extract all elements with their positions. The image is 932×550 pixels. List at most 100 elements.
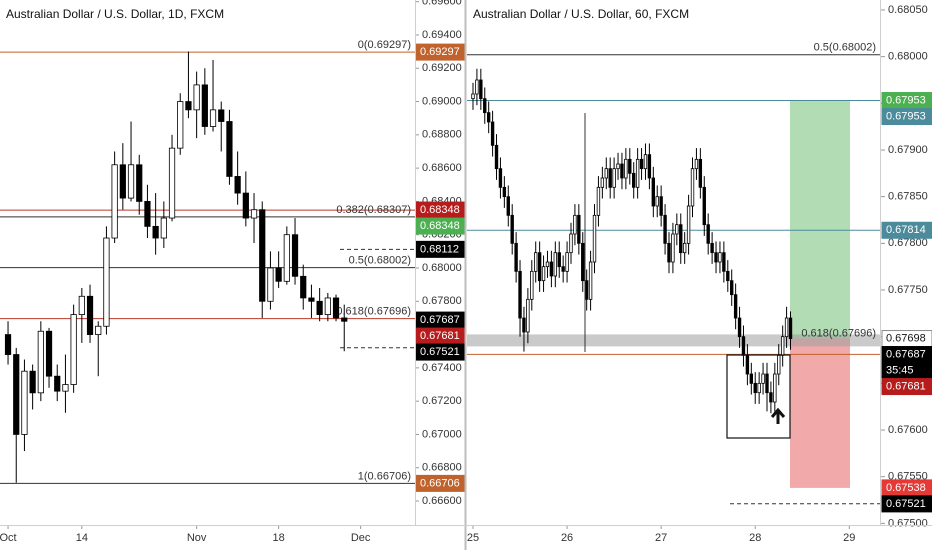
y-tick-label: 0.67400: [422, 362, 462, 374]
candle-body: [136, 164, 143, 202]
y-tick-label: 0.69000: [422, 95, 462, 107]
x-tick-label: 29: [843, 532, 855, 544]
level-label: 0.618(0.67696): [336, 305, 411, 317]
price-tag-label: 0.68348: [420, 220, 460, 232]
candle-body: [37, 330, 44, 394]
candle-body: [706, 224, 710, 244]
candle-body: [628, 158, 632, 174]
candle-body: [604, 168, 608, 179]
candle-body: [694, 158, 699, 170]
candle-body: [647, 154, 652, 179]
candle-body: [144, 201, 151, 227]
candle-body: [95, 325, 102, 335]
level-label: 0(0.69297): [358, 39, 411, 51]
candle-body: [259, 209, 266, 302]
y-tick-label: 0.68800: [422, 129, 462, 141]
candle-body: [761, 373, 765, 384]
y-tick-label: 0.69400: [422, 29, 462, 41]
candle-body: [86, 295, 94, 335]
price-tag-label: 0.67687: [420, 314, 460, 326]
y-tick-label: 0.68000: [422, 262, 462, 274]
candle-body: [698, 158, 703, 188]
y-tick-label: 0.67800: [422, 295, 462, 307]
candle-body: [733, 294, 738, 319]
x-tick-label: 18: [273, 532, 285, 544]
candle-body: [569, 233, 573, 254]
y-tick-label: 0.67850: [888, 191, 928, 203]
candle-body: [788, 317, 793, 339]
candle-body: [784, 317, 789, 338]
price-tag-label: 0.68112: [420, 243, 459, 255]
profit-zone: [790, 100, 850, 339]
candle-body: [686, 205, 691, 244]
candle-body: [502, 186, 507, 198]
level-label: 0.5(0.68002): [349, 255, 411, 267]
candle-body: [780, 336, 785, 356]
level-label: 0.618(0.67696): [801, 327, 876, 339]
candle-body: [769, 392, 773, 403]
candle-body: [494, 144, 499, 170]
y-tick-label: 0.68050: [888, 4, 928, 16]
candle-body: [471, 93, 475, 100]
y-tick-label: 0.66800: [422, 462, 462, 474]
candle-body: [218, 109, 225, 122]
candle-body: [584, 280, 589, 300]
candle-body: [553, 252, 558, 277]
y-tick-label: 0.67750: [888, 284, 928, 296]
candle-body: [510, 214, 514, 244]
candle-body: [70, 314, 77, 385]
price-tag-label: 0.67521: [420, 346, 460, 358]
price-tag-label: 0.67681: [886, 380, 926, 392]
candle-body: [13, 354, 20, 435]
candle-body: [624, 158, 628, 179]
candle-body: [483, 98, 487, 114]
candle-body: [545, 261, 550, 268]
candle-body: [267, 267, 274, 302]
candle-body: [612, 168, 616, 188]
price-tag: [881, 108, 932, 126]
candle-body: [620, 163, 624, 179]
candle-body: [632, 172, 636, 188]
candle-body: [581, 242, 585, 282]
candle-body: [29, 370, 36, 394]
price-tag-label: 0.67687: [886, 348, 926, 360]
candle-body: [741, 336, 746, 356]
candle-body: [561, 266, 565, 272]
candle-body: [275, 267, 282, 282]
candle-body: [177, 101, 184, 149]
candle-body: [690, 168, 695, 207]
x-tick-label: 26: [561, 532, 573, 544]
candle-body: [710, 242, 714, 254]
candle-body: [600, 177, 605, 188]
candle-body: [616, 163, 620, 170]
candle-body: [588, 261, 593, 300]
candle-body: [168, 147, 176, 219]
price-tag-label: 0.66706: [420, 477, 460, 489]
candle-body: [45, 330, 53, 377]
candle-body: [592, 214, 597, 263]
level-band: [467, 334, 880, 347]
x-tick-label: Dec: [351, 532, 371, 544]
candle-body: [518, 270, 522, 319]
candle-body: [226, 121, 233, 177]
price-tag-label: 0.69297: [420, 46, 460, 58]
candle-body: [675, 224, 679, 235]
candle-body: [209, 109, 217, 127]
candle-body: [475, 79, 479, 95]
candle-body: [682, 242, 687, 254]
y-tick-label: 0.67500: [888, 517, 928, 529]
price-tag-label: 0.68348: [420, 204, 460, 216]
candle-body: [671, 233, 675, 263]
candle-body: [54, 375, 61, 392]
candle-body: [242, 192, 249, 219]
x-tick-label: Nov: [187, 532, 207, 544]
candle-body: [549, 261, 554, 277]
price-tag-label: 0.67681: [420, 330, 460, 342]
candle-body: [659, 196, 663, 216]
candle-body: [749, 373, 754, 384]
candle-body: [777, 354, 781, 375]
candle-body: [341, 317, 348, 322]
x-tick-label: 14: [76, 532, 88, 544]
